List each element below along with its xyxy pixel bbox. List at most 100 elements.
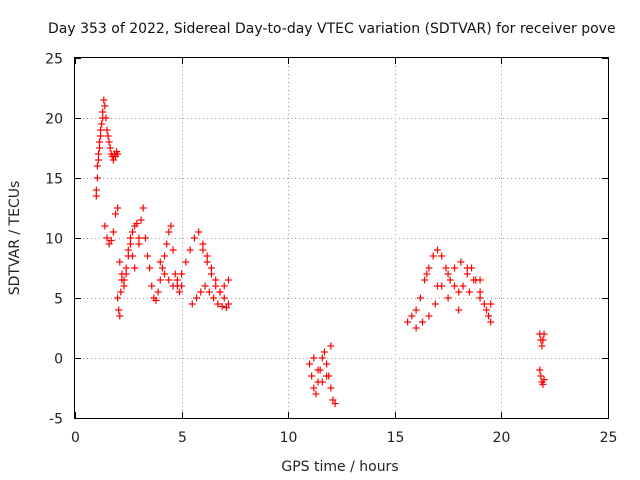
data-point xyxy=(431,300,439,308)
data-point xyxy=(327,384,335,392)
data-point xyxy=(152,296,160,304)
data-point xyxy=(99,114,107,122)
y-tick-label: 10 xyxy=(45,232,63,248)
data-point xyxy=(103,234,111,242)
data-point xyxy=(457,258,465,266)
data-point xyxy=(327,342,335,350)
data-point xyxy=(429,252,437,260)
data-point xyxy=(96,144,104,152)
plot-frame xyxy=(74,57,609,419)
y-tick-label: 15 xyxy=(45,172,63,188)
data-point xyxy=(105,138,113,146)
data-point xyxy=(425,312,433,320)
data-point xyxy=(318,354,326,362)
data-point xyxy=(115,306,123,314)
data-point xyxy=(167,222,175,230)
data-point xyxy=(308,372,316,380)
data-point xyxy=(323,360,331,368)
data-point xyxy=(92,186,100,194)
data-point xyxy=(109,228,117,236)
data-point xyxy=(310,354,318,362)
data-point xyxy=(193,294,201,302)
data-point xyxy=(117,288,125,296)
data-point xyxy=(539,336,547,344)
y-tick-label: 20 xyxy=(45,112,63,128)
data-point xyxy=(450,282,458,290)
data-point xyxy=(487,318,495,326)
data-point xyxy=(169,246,177,254)
x-tick-label: 10 xyxy=(280,430,298,446)
data-point xyxy=(323,372,331,380)
data-point xyxy=(214,300,222,308)
data-point xyxy=(129,252,137,260)
data-point xyxy=(310,384,318,392)
data-point xyxy=(463,270,471,278)
data-point xyxy=(199,246,207,254)
data-point xyxy=(438,252,446,260)
data-point xyxy=(476,276,484,284)
data-point xyxy=(421,276,429,284)
data-point xyxy=(446,276,454,284)
data-point xyxy=(480,300,488,308)
data-point xyxy=(412,306,420,314)
data-point xyxy=(455,306,463,314)
data-point xyxy=(212,276,220,284)
data-point xyxy=(94,150,102,158)
x-tick-label: 0 xyxy=(71,430,80,446)
data-point xyxy=(188,300,196,308)
data-point xyxy=(161,252,169,260)
data-point xyxy=(112,210,120,218)
data-point xyxy=(195,228,203,236)
data-point xyxy=(318,378,326,386)
data-point xyxy=(141,234,149,242)
data-point xyxy=(143,252,151,260)
data-point xyxy=(135,240,143,248)
data-point xyxy=(103,126,111,134)
data-point xyxy=(118,276,126,284)
axis-ticks xyxy=(75,58,609,419)
data-point xyxy=(540,376,548,384)
data-points xyxy=(92,96,548,408)
data-point xyxy=(190,234,198,242)
data-point xyxy=(133,220,141,228)
data-point xyxy=(329,396,337,404)
data-point xyxy=(116,312,124,320)
data-point xyxy=(124,246,132,254)
data-point xyxy=(459,282,467,290)
data-point xyxy=(450,264,458,272)
axis-tick-labels: 0 5 10 15 20 25 -5 0 5 10 15 20 25 xyxy=(45,52,617,447)
data-point xyxy=(97,132,105,140)
data-point xyxy=(485,312,493,320)
data-point xyxy=(135,234,143,242)
data-point xyxy=(156,258,164,266)
data-point xyxy=(94,156,102,164)
data-point xyxy=(146,264,154,272)
data-point xyxy=(122,270,130,278)
data-point xyxy=(203,258,211,266)
data-point xyxy=(487,300,495,308)
data-point xyxy=(163,240,171,248)
y-tick-label: 0 xyxy=(54,352,63,368)
data-point xyxy=(444,294,452,302)
data-point xyxy=(320,348,328,356)
data-point xyxy=(100,96,108,104)
y-tick-label: -5 xyxy=(49,412,63,428)
data-point xyxy=(476,288,484,296)
data-point xyxy=(419,318,427,326)
x-tick-label: 5 xyxy=(178,430,187,446)
data-point xyxy=(137,216,145,224)
data-point xyxy=(114,204,122,212)
data-point xyxy=(93,162,101,170)
data-point xyxy=(306,360,314,368)
data-point xyxy=(201,282,209,290)
data-point xyxy=(139,204,147,212)
data-point xyxy=(314,366,322,374)
data-point xyxy=(165,276,173,284)
data-point xyxy=(107,236,115,244)
data-point xyxy=(98,120,106,128)
data-point xyxy=(425,264,433,272)
data-point xyxy=(225,276,233,284)
data-point xyxy=(161,270,169,278)
data-point xyxy=(175,288,183,296)
